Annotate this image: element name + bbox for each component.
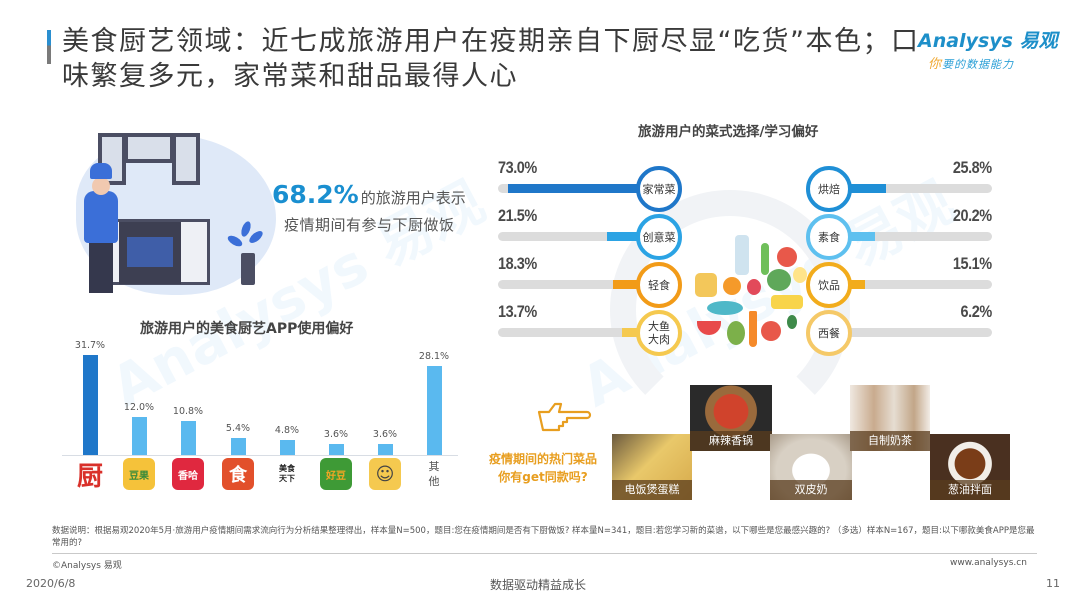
- report-date: 2020/6/8: [26, 577, 76, 590]
- app-bar-column: 3.6%: [312, 335, 360, 455]
- app-bar-column: 3.6%: [361, 335, 409, 455]
- title-accent-bar: [47, 30, 51, 64]
- dish-photo-rice-cooker-cake: 电饭煲蛋糕: [612, 434, 692, 500]
- dish-percent-label: 13.7%: [498, 302, 537, 321]
- app-bar-value-label: 12.0%: [123, 402, 155, 413]
- page-title: 美食厨艺领域：近七成旅游用户在疫期亲自下厨尽显“吃货”本色；口味繁复多元，家常菜…: [62, 26, 920, 92]
- dish-progress-track: [498, 328, 648, 337]
- haodou-app-icon: 好豆: [320, 458, 352, 490]
- dish-category-badge: 饮品: [806, 262, 852, 308]
- dish-progress-track: [836, 328, 992, 337]
- dish-percent-label: 73.0%: [498, 158, 537, 177]
- cooking-stat-description: 疫情期间有参与下厨做饭: [284, 216, 455, 234]
- dish-row-left: 18.3% 轻食: [498, 254, 682, 308]
- dish-progress-fill: [508, 184, 648, 193]
- app-bar-column: 5.4%: [214, 335, 262, 455]
- app-chart-axis: [62, 455, 458, 456]
- app-bar-value-label: 10.8%: [172, 406, 204, 417]
- dish-progress-track: [836, 184, 992, 193]
- dish-progress-fill: [836, 184, 886, 193]
- dish-percent-label: 15.1%: [953, 254, 992, 273]
- dish-category-badge: 烘焙: [806, 166, 852, 212]
- dish-row-right: 20.2% 素食: [806, 206, 992, 260]
- dish-percent-label: 20.2%: [953, 206, 992, 225]
- app-bar: [82, 355, 98, 455]
- dish-photo-scallion-noodles: 葱油拌面: [930, 434, 1010, 500]
- hot-dishes-prompt: 疫情期间的热门菜品 你有get同款吗?: [488, 452, 597, 484]
- dish-progress-fill: [607, 232, 648, 241]
- cooking-percent-stat: 68.2% 的旅游用户表示: [272, 180, 466, 209]
- app-bar: [426, 366, 442, 455]
- dish-photo-double-skin-milk: 双皮奶: [770, 434, 852, 500]
- logo-slogan: 你要的数据能力: [928, 57, 1015, 72]
- app-bar-value-label: 28.1%: [418, 351, 450, 362]
- kitchen-chef-illustration: [62, 125, 276, 305]
- logo-main-text: Analysys 易观: [918, 30, 1058, 52]
- dish-photo-spicy-pot: 麻辣香锅: [690, 385, 772, 451]
- dish-progress-track: [498, 184, 648, 193]
- copyright: ©Analysys 易观: [52, 561, 122, 571]
- meishitianxia-app-icon: 美食 天下: [271, 458, 303, 490]
- app-bar-value-label: 31.7%: [74, 340, 106, 351]
- other-label: 其 他: [418, 458, 450, 490]
- pointing-hand-icon: [537, 402, 592, 432]
- page-number: 11: [1046, 577, 1060, 590]
- dish-percent-label: 6.2%: [960, 302, 993, 321]
- dish-progress-track: [836, 280, 992, 289]
- app-bar-column: 12.0%: [115, 335, 163, 455]
- dish-row-right: 25.8% 烘焙: [806, 158, 992, 212]
- dish-row-right: 15.1% 饮品: [806, 254, 992, 308]
- footer-slogan: 数据驱动精益成长: [490, 578, 587, 592]
- dish-percent-label: 25.8%: [953, 158, 992, 177]
- meishij-app-icon: 食: [222, 458, 254, 490]
- app-bar: [180, 421, 196, 455]
- dish-photo-milk-tea: 自制奶茶: [850, 385, 930, 451]
- app-bar-column: 28.1%: [410, 335, 458, 455]
- app-bar-value-label: 4.8%: [274, 425, 300, 436]
- xiangha-app-icon: 香哈: [172, 458, 204, 490]
- chef-face-app-icon: ☺: [369, 458, 401, 490]
- app-bar: [279, 440, 295, 455]
- app-icon-row: 厨豆果 香哈食美食 天下 好豆 ☺ 其 他: [60, 458, 460, 494]
- app-bar: [328, 444, 344, 455]
- dish-row-right: 6.2% 西餐: [806, 302, 993, 356]
- dish-category-badge: 轻食: [636, 262, 682, 308]
- dish-chart-title: 旅游用户的菜式选择/学习偏好: [638, 124, 819, 140]
- dish-percent-label: 21.5%: [498, 206, 537, 225]
- dish-category-badge: 创意菜: [636, 214, 682, 260]
- app-bar: [131, 417, 147, 455]
- douguo-app-icon: 豆果: [123, 458, 155, 490]
- food-cluster-illustration: [695, 235, 815, 355]
- xiachufang-app-icon: 厨: [74, 458, 106, 492]
- dish-percent-label: 18.3%: [498, 254, 537, 273]
- app-bar-value-label: 3.6%: [372, 429, 398, 440]
- dish-category-badge: 家常菜: [636, 166, 682, 212]
- footer-divider: [52, 553, 1037, 554]
- analysys-logo: Analysys 易观 你要的数据能力: [918, 26, 1058, 72]
- dish-row-left: 13.7% 大鱼 大肉: [498, 302, 682, 356]
- dish-progress-track: [498, 280, 648, 289]
- app-chart-title: 旅游用户的美食厨艺APP使用偏好: [140, 321, 354, 337]
- app-bar: [230, 438, 246, 455]
- dish-row-left: 73.0% 家常菜: [498, 158, 682, 212]
- app-bar-column: 31.7%: [66, 335, 114, 455]
- dish-category-badge: 西餐: [806, 310, 852, 356]
- dish-progress-track: [836, 232, 992, 241]
- dish-row-left: 21.5% 创意菜: [498, 206, 682, 260]
- dish-progress-track: [498, 232, 648, 241]
- app-bar: [377, 444, 393, 455]
- dish-category-badge: 素食: [806, 214, 852, 260]
- app-preference-bar-chart: 31.7% 12.0% 10.8% 5.4% 4.8% 3.6% 3.6% 28.1%: [60, 335, 460, 455]
- app-bar-column: 10.8%: [164, 335, 212, 455]
- website-link[interactable]: www.analysys.cn: [950, 558, 1027, 568]
- app-bar-value-label: 5.4%: [225, 423, 251, 434]
- dish-progress-fill: [622, 328, 648, 337]
- app-bar-column: 4.8%: [263, 335, 311, 455]
- data-source-note: 数据说明：根据易观2020年5月·旅游用户疫情期间需求流向行为分析结果整理得出，…: [52, 526, 1035, 548]
- dish-progress-fill: [613, 280, 648, 289]
- dish-category-badge: 大鱼 大肉: [636, 310, 682, 356]
- dish-progress-fill: [836, 232, 875, 241]
- app-bar-value-label: 3.6%: [323, 429, 349, 440]
